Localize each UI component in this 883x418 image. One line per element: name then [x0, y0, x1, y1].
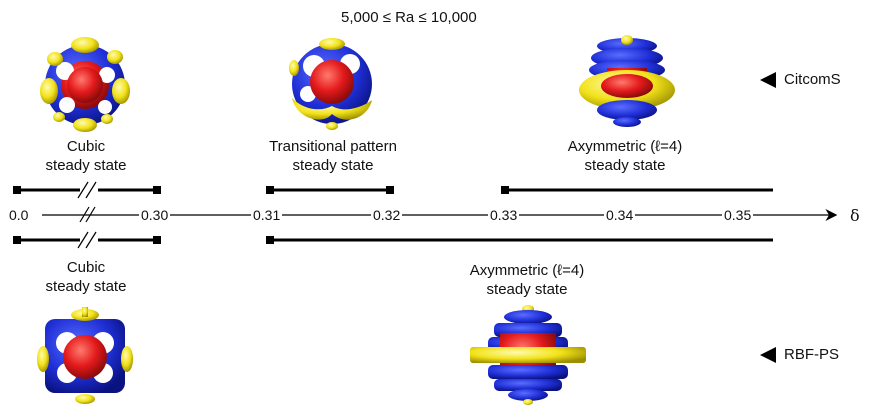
regime-label-axisym-bottom: Axymmetric (ℓ=4) steady state — [469, 262, 585, 298]
regime-label-axisym-top: Axymmetric (ℓ=4) steady state — [567, 138, 683, 174]
code-label-rbf-ps: RBF-PS — [784, 346, 840, 363]
cubic-plume-sphere — [40, 37, 130, 132]
tick-label: 0.33 — [488, 207, 520, 223]
tick-label: 0.0 — [7, 207, 31, 223]
bottom-regime-bars — [13, 231, 773, 249]
tick-label: 0.31 — [251, 207, 283, 223]
tick-label: 0.35 — [722, 207, 754, 223]
regime-label-cubic-bottom: Cubic steady state — [45, 259, 127, 295]
transitional-plume-sphere — [289, 38, 372, 130]
axis-break-mark — [85, 206, 96, 223]
top-regime-bars — [13, 181, 773, 199]
cubic-plume-sphere-bottom — [37, 307, 133, 404]
code-label-citcoms: CitcomS — [784, 71, 841, 88]
figure-title: 5,000 ≤ Ra ≤ 10,000 — [341, 9, 477, 26]
tick-label: 0.32 — [371, 207, 403, 223]
tick-label: 0.30 — [139, 207, 171, 223]
arrow-left-icon — [760, 72, 776, 88]
arrow-left-icon — [760, 347, 776, 363]
axisymmetric-plume-sphere-bottom — [470, 305, 586, 405]
tick-label: 0.34 — [604, 207, 636, 223]
regime-label-transitional-top: Transitional pattern steady state — [269, 138, 397, 174]
axisymmetric-plume-sphere — [579, 35, 675, 127]
regime-label-cubic-top: Cubic steady state — [45, 138, 127, 174]
axis-break-mark — [79, 206, 90, 223]
axis-symbol: δ — [850, 206, 860, 225]
delta-axis — [42, 206, 838, 223]
